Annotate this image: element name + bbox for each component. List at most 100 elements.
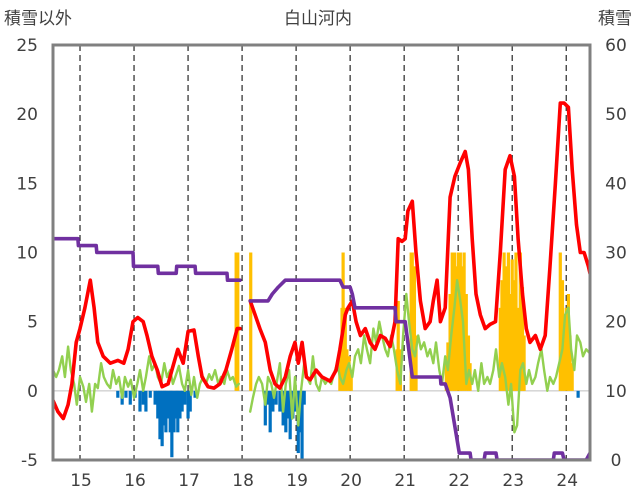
bar-positive: [516, 307, 520, 391]
plot-data: [53, 101, 590, 460]
bar-positive: [410, 252, 414, 391]
bar-negative: [128, 390, 132, 405]
bar-negative: [180, 390, 184, 412]
plot-border: [51, 43, 592, 462]
bar-positive: [500, 280, 504, 391]
series-line-purple: [53, 236, 590, 460]
bar-negative: [271, 390, 275, 412]
bar-positive: [508, 294, 512, 391]
bar-negative: [300, 390, 304, 460]
bar-positive: [518, 252, 522, 391]
bar-negative: [166, 390, 170, 419]
bar-positive: [444, 363, 448, 391]
x-tick-label: 18: [232, 471, 254, 491]
bar-positive: [347, 356, 351, 391]
bar-negative: [141, 390, 145, 405]
x-tick-label: 16: [124, 471, 146, 491]
bar-positive: [562, 321, 566, 391]
bar-positive: [234, 252, 238, 391]
bar-negative: [158, 390, 162, 440]
bar-negative: [193, 390, 197, 398]
x-tick-label: 23: [502, 471, 524, 491]
bar-negative: [288, 390, 292, 440]
bar-negative: [576, 390, 580, 398]
y-right-tick-label: 30: [605, 244, 627, 264]
y-left-tick-label: 5: [27, 313, 38, 333]
bar-negative: [138, 390, 142, 412]
bar-positive: [510, 259, 514, 391]
bar-positive: [464, 294, 468, 391]
y-left-axis-label: 積雪以外: [4, 9, 72, 29]
bar-negative: [174, 390, 178, 419]
bar-negative: [162, 390, 166, 426]
bar-positive: [502, 252, 506, 391]
bar-negative: [153, 390, 157, 405]
bar-positive: [466, 335, 471, 391]
bar-negative: [148, 390, 152, 398]
y-right-tick-label: 40: [605, 174, 627, 194]
bar-negative: [160, 390, 164, 447]
y-right-tick-label: 0: [611, 451, 622, 471]
series-line-red: [53, 101, 590, 421]
bar-positive: [458, 252, 462, 391]
x-tick-label: 20: [340, 471, 362, 491]
bar-positive: [558, 252, 562, 391]
y-left-tick-label: 0: [27, 382, 38, 402]
y-left-tick-label: 15: [16, 174, 38, 194]
bar-negative: [274, 390, 278, 405]
bar-negative: [183, 390, 187, 405]
bar-positive: [520, 287, 525, 391]
x-tick-label: 24: [556, 471, 578, 491]
bar-positive: [570, 363, 574, 391]
bar-positive: [236, 252, 240, 391]
bar-positive: [514, 252, 518, 391]
bar-positive: [452, 252, 456, 391]
bar-positive: [512, 280, 516, 391]
bar-positive: [504, 266, 508, 391]
y-left-tick-label: 20: [16, 105, 38, 125]
bar-negative: [168, 390, 172, 433]
y-right-tick-label: 60: [605, 36, 627, 56]
bar-negative: [266, 390, 270, 405]
x-tick-label: 22: [448, 471, 470, 491]
bar-negative: [164, 390, 168, 433]
bar-negative: [302, 390, 306, 405]
bar-positive: [568, 335, 572, 391]
bar-negative: [116, 390, 120, 398]
bar-positive: [498, 307, 502, 391]
y-right-tick-label: 50: [605, 105, 627, 125]
bar-positive: [412, 266, 417, 391]
bar-negative: [284, 390, 288, 433]
bar-negative: [170, 390, 174, 458]
bar-negative: [186, 390, 190, 419]
y-right-axis-label: 積雪: [598, 9, 632, 29]
bar-negative: [278, 390, 282, 412]
bar-negative: [188, 390, 192, 412]
y-right-tick-label: 10: [605, 382, 627, 402]
bar-negative: [172, 390, 176, 433]
bar-positive: [349, 370, 353, 391]
bar-positive: [566, 294, 570, 391]
bar-positive: [249, 252, 253, 391]
bar-negative: [263, 390, 267, 426]
bar-positive: [454, 266, 458, 391]
bar-negative: [286, 390, 290, 419]
y-right-tick-label: 20: [605, 313, 627, 333]
x-tick-label: 17: [178, 471, 200, 491]
bar-positive: [460, 266, 464, 391]
bar-positive: [414, 335, 418, 391]
bar-negative: [268, 390, 272, 433]
bar-positive: [456, 252, 460, 391]
chart-title: 白山河内: [284, 9, 352, 29]
axes: 15 16 17 18 19 20 21 22 23 242520151050-560504030…: [16, 36, 626, 491]
bar-positive: [343, 307, 347, 391]
bar-positive: [396, 300, 400, 391]
bar-positive: [564, 307, 568, 391]
x-tick-label: 21: [394, 471, 416, 491]
x-tick-label: 19: [286, 471, 308, 491]
x-tick-label: 15: [70, 471, 92, 491]
bar-negative: [176, 390, 180, 433]
bar-negative: [156, 390, 160, 419]
y-left-tick-label: 10: [16, 244, 38, 264]
